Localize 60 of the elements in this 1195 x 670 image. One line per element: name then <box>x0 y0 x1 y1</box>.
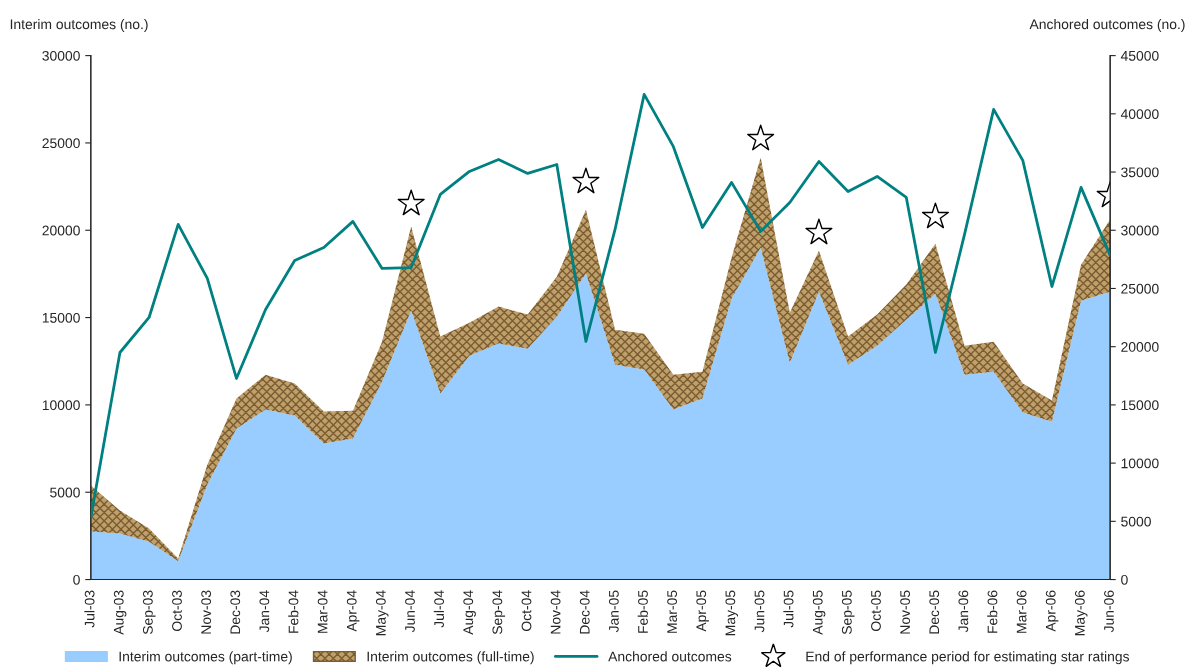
line-series <box>90 92 1111 519</box>
y2-tick-label: 45000 <box>1120 50 1159 61</box>
y-tick-label: 5000 <box>50 487 80 498</box>
x-tick-label: Dec-04 <box>579 590 590 634</box>
x-tick-label: Jun-06 <box>1104 590 1114 633</box>
x-tick-label: Feb-06 <box>987 590 998 633</box>
legend-label: Interim outcomes (full-time) <box>367 651 534 665</box>
x-tick-label: Nov-03 <box>201 590 212 634</box>
x-tick-label: Nov-04 <box>550 590 561 634</box>
x-tick-label: Apr-06 <box>1045 590 1059 632</box>
legend-label: End of performance period for estimating star ratings <box>806 651 1130 665</box>
legend-label: Anchored outcomes <box>608 651 732 662</box>
y2-tick-label: 40000 <box>1120 109 1159 119</box>
y-tick-label: 0 <box>73 574 80 585</box>
y-tick-label: 25000 <box>42 138 80 149</box>
y-tick-label: 20000 <box>42 225 80 236</box>
x-tick-label: Jan-05 <box>608 590 619 633</box>
x-tick-label: Oct-05 <box>871 590 881 631</box>
x-tick-label: Aug-04 <box>463 590 476 635</box>
y2-tick-label: 25000 <box>1121 283 1159 294</box>
x-tick-label: May-06 <box>1074 590 1088 636</box>
x-tick-label: Jan-04 <box>259 590 270 633</box>
x-tick-label: Jan-06 <box>958 590 969 633</box>
x-tick-label: Dec-05 <box>929 590 940 634</box>
legend-label: Interim outcomes (part-time) <box>119 651 292 665</box>
x-tick-label: Jul-05 <box>783 590 794 628</box>
x-tick-label: Jul-03 <box>84 590 95 628</box>
y2-tick-label: 20000 <box>1121 342 1159 352</box>
y2-tick-label: 35000 <box>1121 167 1159 178</box>
x-tick-label: Aug-05 <box>812 590 826 635</box>
y2-tick-label: 5000 <box>1121 516 1151 527</box>
x-tick-label: Mar-04 <box>317 590 328 633</box>
y2-tick-label: 30000 <box>1121 225 1159 236</box>
x-tick-label: Nov-05 <box>900 590 911 634</box>
x-tick-label: Mar-06 <box>1016 590 1027 633</box>
x-tick-label: Feb-05 <box>637 590 648 633</box>
y2-tick-label: 15000 <box>1121 400 1159 411</box>
x-tick-label: Apr-04 <box>346 590 360 632</box>
x-tick-label: Dec-03 <box>230 590 241 634</box>
x-tick-label: Jun-05 <box>754 590 765 633</box>
y-tick-label: 15000 <box>42 312 80 323</box>
x-tick-label: Jul-04 <box>433 590 445 628</box>
x-tick-label: Aug-03 <box>113 590 127 635</box>
x-tick-label: Sep-05 <box>841 590 855 635</box>
y-tick-label: 30000 <box>42 50 80 61</box>
x-tick-label: Jun-04 <box>405 590 415 633</box>
y2-tick-label: 10000 <box>1121 458 1159 469</box>
x-tick-label: May-05 <box>725 590 739 636</box>
x-tick-label: Apr-05 <box>696 590 709 632</box>
x-tick-label: Sep-03 <box>142 590 156 635</box>
x-tick-label: Sep-04 <box>492 590 506 635</box>
x-tick-label: Oct-04 <box>521 590 532 631</box>
y-tick-label: 10000 <box>42 400 80 411</box>
y2-axis-title: Anchored outcomes (no.) <box>1029 18 1185 32</box>
x-tick-label: May-04 <box>375 590 389 636</box>
y-axis-title: Interim outcomes (no.) <box>10 18 148 32</box>
x-tick-label: Oct-03 <box>172 590 182 631</box>
x-tick-label: Feb-04 <box>288 590 299 633</box>
y2-tick-label: 0 <box>1121 574 1128 585</box>
x-tick-label: Mar-05 <box>667 590 678 633</box>
